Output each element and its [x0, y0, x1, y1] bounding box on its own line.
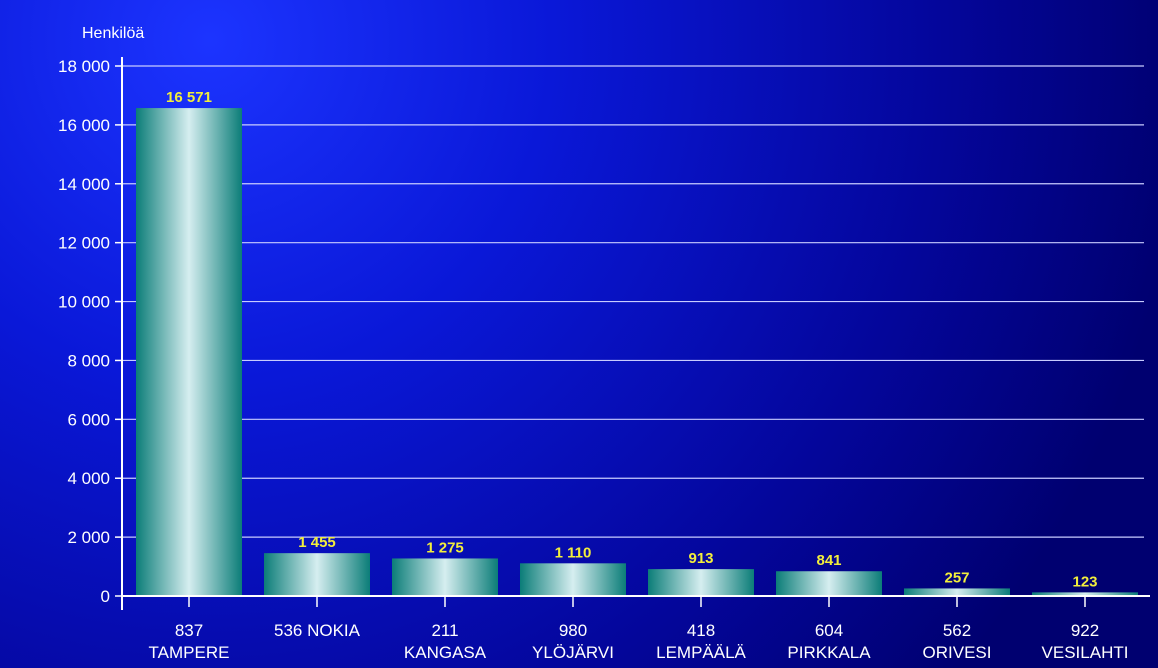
y-tick-label: 18 000: [58, 57, 110, 76]
y-tick-label: 6 000: [67, 410, 110, 429]
y-axis-label: Henkilöä: [82, 25, 144, 42]
bar-value-label: 123: [1072, 573, 1097, 590]
x-tick-label: 837: [175, 621, 203, 640]
bar: [136, 108, 242, 596]
y-tick-label: 4 000: [67, 469, 110, 488]
x-tick-label: 536 NOKIA: [274, 621, 361, 640]
x-tick-label: 922: [1071, 621, 1099, 640]
bar-value-label: 841: [816, 552, 841, 569]
bar-value-label: 1 110: [555, 544, 592, 561]
x-tick-label: LEMPÄÄLÄ: [656, 643, 746, 662]
x-tick-label: VESILAHTI: [1042, 643, 1129, 662]
bar: [520, 563, 626, 596]
bar-value-label: 913: [688, 550, 713, 567]
x-tick-label: 562: [943, 621, 971, 640]
bar: [264, 553, 370, 596]
x-tick-label: 980: [559, 621, 587, 640]
y-tick-label: 0: [101, 587, 110, 606]
y-tick-label: 8 000: [67, 351, 110, 370]
x-tick-label: 211: [431, 621, 458, 640]
bar: [1032, 592, 1138, 596]
bar: [904, 588, 1010, 596]
x-tick-label: 418: [687, 621, 715, 640]
bar-value-label: 1 275: [426, 539, 464, 556]
bar: [392, 558, 498, 596]
gridlines: [122, 65, 1144, 538]
bar: [648, 569, 754, 596]
x-tick-label: YLÖJÄRVI: [532, 643, 614, 662]
x-tick-label: TAMPERE: [149, 643, 230, 662]
x-tick-label: 604: [815, 621, 843, 640]
axes: 0 2 000 4 000 6 000 8 000 10 000 12 000 14 000 1…: [58, 57, 1150, 662]
y-tick-label: 10 000: [58, 293, 110, 312]
bar-value-label: 1 455: [298, 534, 336, 551]
bars: 16 571 1 455 1 275 1 110 913 841 257 123: [136, 89, 1138, 596]
bar-value-label: 16 571: [166, 89, 212, 106]
y-tick-label: 14 000: [58, 175, 110, 194]
y-tick-label: 2 000: [67, 528, 110, 547]
y-tick-label: 12 000: [58, 234, 110, 253]
bar-value-label: 257: [944, 569, 969, 586]
bar: [776, 571, 882, 596]
y-tick-label: 16 000: [58, 116, 110, 135]
x-tick-label: ORIVESI: [923, 643, 992, 662]
x-tick-label: PIRKKALA: [787, 643, 871, 662]
x-tick-label: KANGASA: [404, 643, 487, 662]
